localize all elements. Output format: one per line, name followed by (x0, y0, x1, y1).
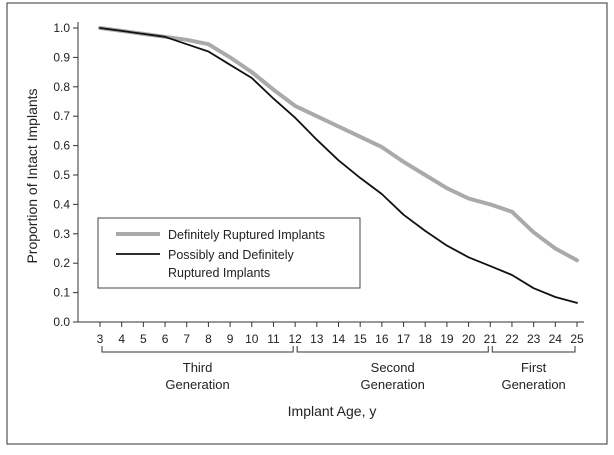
legend-label: Definitely Ruptured Implants (168, 228, 325, 242)
y-tick-label: 0.1 (53, 286, 70, 300)
x-tick-label: 15 (354, 332, 368, 346)
x-tick-label: 21 (484, 332, 498, 346)
x-tick-label: 12 (288, 332, 302, 346)
legend-box (97, 217, 361, 289)
x-tick-label: 17 (397, 332, 411, 346)
generation-bracket (296, 346, 489, 353)
y-tick-label: 0.6 (53, 139, 70, 153)
x-tick-label: 7 (183, 332, 190, 346)
x-tick-label: 16 (375, 332, 389, 346)
y-tick-label: 1.0 (53, 21, 70, 35)
generation-label: Second (371, 360, 415, 375)
generation-label: Generation (501, 377, 565, 392)
y-tick-label: 0.8 (53, 80, 70, 94)
x-tick-label: 20 (462, 332, 476, 346)
legend-label: Ruptured Implants (168, 266, 270, 280)
x-axis-label: Implant Age, y (288, 403, 377, 419)
x-tick-label: 4 (118, 332, 125, 346)
x-tick-label: 9 (227, 332, 234, 346)
legend-label: Possibly and Definitely (168, 248, 295, 262)
y-tick-label: 0.9 (53, 50, 70, 64)
x-tick-label: 18 (419, 332, 433, 346)
x-tick-label: 3 (97, 332, 104, 346)
x-tick-label: 25 (570, 332, 584, 346)
y-tick-label: 0.5 (53, 168, 70, 182)
axes: 0.0 0.1 0.2 0.3 0.4 0.5 0.6 0.7 0.8 0.9 1.0 3 4 5 6 7 8 9… (53, 21, 584, 346)
y-tick-label: 0.3 (53, 227, 70, 241)
x-tick-label: 5 (140, 332, 147, 346)
generation-label: Generation (165, 377, 229, 392)
x-tick-label: 19 (440, 332, 454, 346)
y-axis-label: Proportion of Intact Implants (24, 88, 40, 263)
generation-bracket (491, 346, 576, 353)
series-line-definitely-ruptured (98, 26, 579, 263)
x-tick-label: 8 (205, 332, 212, 346)
generation-brackets: Third Generation Second Generation First Gene… (101, 346, 576, 392)
generation-label: Third (183, 360, 213, 375)
x-tick-label: 11 (267, 332, 280, 346)
x-tick-label: 10 (245, 332, 259, 346)
y-tick-label: 0.2 (53, 256, 70, 270)
y-tick-label: 0.7 (53, 109, 70, 123)
x-tick-label: 24 (549, 332, 563, 346)
x-tick-label: 23 (527, 332, 541, 346)
x-tick-label: 14 (332, 332, 346, 346)
y-tick-label: 0.4 (53, 197, 70, 211)
generation-label: First (521, 360, 547, 375)
y-tick-label: 0.0 (53, 315, 70, 329)
x-tick-label: 13 (310, 332, 324, 346)
generation-bracket (101, 346, 294, 353)
legend: Definitely Ruptured Implants Possibly and… (97, 217, 361, 289)
series-line-possibly-and-definitely-ruptured (99, 27, 578, 304)
x-tick-label: 6 (162, 332, 169, 346)
x-tick-label: 22 (505, 332, 519, 346)
generation-label: Generation (361, 377, 425, 392)
series-lines (98, 26, 579, 304)
